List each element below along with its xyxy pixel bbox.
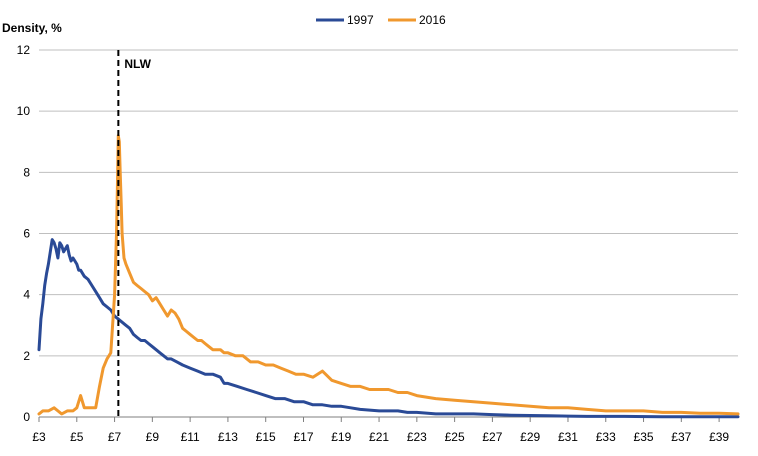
nlw-label: NLW <box>124 57 151 71</box>
legend-label-1997: 1997 <box>347 13 374 27</box>
y-tick-label: 6 <box>23 227 30 241</box>
x-tick-label: £17 <box>293 430 313 444</box>
x-tick-label: £21 <box>369 430 389 444</box>
legend-label-2016: 2016 <box>419 13 446 27</box>
y-axis-ticks: 0 2 4 6 8 10 12 <box>17 43 31 424</box>
x-tick-label: £33 <box>596 430 616 444</box>
series-line-1997 <box>37 238 740 419</box>
series-line-2016 <box>37 134 740 416</box>
x-tick-label: £11 <box>181 430 200 444</box>
x-tick-label: £39 <box>709 430 729 444</box>
x-tick-label: £3 <box>32 430 46 444</box>
x-tick-label: £7 <box>108 430 122 444</box>
x-tick-label: £13 <box>218 430 238 444</box>
x-tick-label: £35 <box>634 430 654 444</box>
x-tick-label: £37 <box>671 430 691 444</box>
y-tick-label: 10 <box>17 104 31 118</box>
y-tick-label: 8 <box>23 165 30 179</box>
legend: 1997 2016 <box>316 13 446 27</box>
x-tick-label: £31 <box>558 430 578 444</box>
y-tick-label: 4 <box>23 288 30 302</box>
x-axis-ticks: £3 £5 £7 £9 £11 £13 £15 £17 £19 £21 £23 £25 £27 £29 £3… <box>32 417 729 444</box>
gridlines <box>39 49 738 357</box>
y-axis-label: Density, % <box>2 21 62 35</box>
y-tick-label: 0 <box>23 410 30 424</box>
y-tick-label: 12 <box>17 43 31 57</box>
x-tick-label: £15 <box>256 430 276 444</box>
x-tick-label: £25 <box>445 430 465 444</box>
y-tick-label: 2 <box>23 349 30 363</box>
x-tick-label: £29 <box>520 430 540 444</box>
x-tick-label: £19 <box>331 430 351 444</box>
x-tick-label: £23 <box>407 430 427 444</box>
x-tick-label: £27 <box>482 430 502 444</box>
series-lines <box>37 134 740 419</box>
x-tick-label: £9 <box>146 430 160 444</box>
x-tick-label: £5 <box>70 430 84 444</box>
